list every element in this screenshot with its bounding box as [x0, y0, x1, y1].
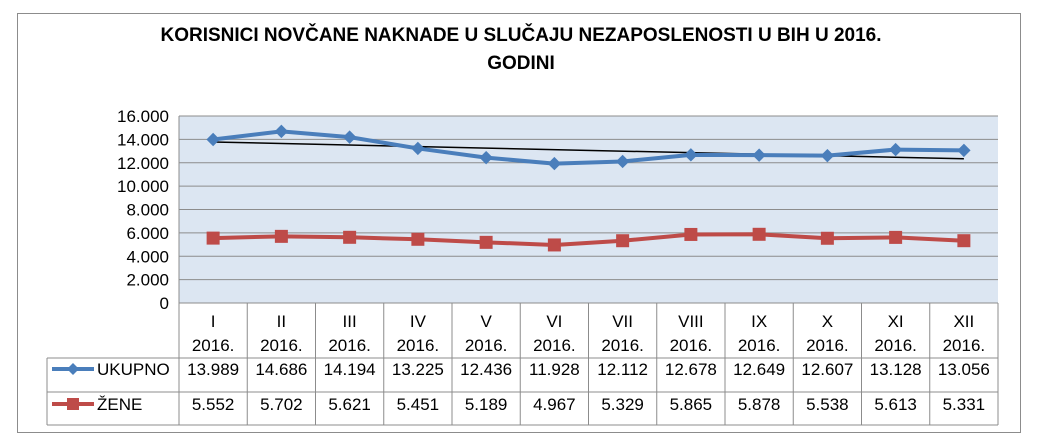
data-point [274, 229, 288, 243]
data-label: 5.451 [397, 395, 440, 414]
x-tick-year-label: 2016. [943, 336, 986, 355]
data-label: 12.649 [733, 360, 785, 379]
data-label: 5.865 [670, 395, 713, 414]
data-label: 14.194 [324, 360, 376, 379]
data-label: 12.607 [801, 360, 853, 379]
data-label: 13.056 [938, 360, 990, 379]
chart-title: KORISNICI NOVČANE NAKNADE U SLUČAJU NEZA… [0, 22, 1042, 78]
data-point [752, 227, 766, 241]
data-label: 5.329 [601, 395, 644, 414]
data-point [411, 232, 425, 246]
x-tick-label: I [211, 312, 216, 331]
x-tick-year-label: 2016. [806, 336, 849, 355]
legend-key-marker [67, 398, 79, 410]
data-point [206, 132, 220, 147]
data-point [547, 238, 561, 252]
data-point [479, 150, 493, 165]
data-point [411, 141, 425, 156]
x-tick-year-label: 2016. [601, 336, 644, 355]
data-label: 5.331 [943, 395, 986, 414]
x-tick-year-label: 2016. [670, 336, 713, 355]
data-point [684, 227, 698, 241]
data-label: 13.225 [392, 360, 444, 379]
chart-title-line2: GODINI [487, 53, 555, 74]
x-tick-label: VI [546, 312, 562, 331]
data-label: 13.128 [870, 360, 922, 379]
x-tick-year-label: 2016. [874, 336, 917, 355]
data-label: 5.189 [465, 395, 508, 414]
x-tick-label: IX [751, 312, 767, 331]
data-point [547, 156, 562, 171]
y-tick-label: 2.000 [126, 271, 169, 290]
y-tick-label: 12.000 [117, 154, 169, 173]
x-tick-label: VIII [678, 312, 704, 331]
data-point [752, 148, 766, 162]
legend-key-marker [67, 363, 79, 375]
data-label: 4.967 [533, 395, 576, 414]
x-tick-label: III [343, 312, 357, 331]
data-label: 5.878 [738, 395, 781, 414]
chart-title-line1: KORISNICI NOVČANE NAKNADE U SLUČAJU NEZA… [160, 25, 882, 46]
x-tick-label: IV [410, 312, 427, 331]
data-point [957, 143, 971, 158]
series-line-žene [213, 232, 964, 247]
data-point [343, 230, 357, 244]
data-label: 5.621 [328, 395, 371, 414]
y-tick-label: 14.000 [117, 130, 169, 149]
data-label: 14.686 [255, 360, 307, 379]
series-line-ukupno [212, 129, 964, 166]
data-label: 11.928 [529, 360, 580, 379]
y-tick-label: 8.000 [126, 201, 169, 220]
x-tick-year-label: 2016. [192, 336, 235, 355]
data-point [820, 231, 834, 245]
data-point [616, 234, 630, 248]
data-label: 12.678 [665, 360, 717, 379]
data-point [889, 230, 903, 244]
y-tick-label: 16.000 [117, 107, 169, 126]
data-point [274, 124, 289, 139]
data-label: 5.702 [260, 395, 303, 414]
data-point [684, 148, 698, 162]
data-label: 12.112 [597, 360, 648, 379]
data-point [820, 148, 835, 163]
y-tick-label: 6.000 [126, 224, 169, 243]
data-point [479, 235, 493, 249]
data-label: 5.538 [806, 395, 849, 414]
x-tick-label: VII [612, 312, 633, 331]
data-point [957, 234, 971, 248]
x-tick-year-label: 2016. [465, 336, 508, 355]
y-tick-label: 4.000 [126, 247, 169, 266]
data-point [342, 130, 357, 144]
x-tick-year-label: 2016. [738, 336, 781, 355]
data-label: 13.989 [187, 360, 239, 379]
data-point [888, 142, 903, 157]
data-label: 5.613 [874, 395, 917, 414]
data-label: 5.552 [192, 395, 235, 414]
x-tick-label: X [822, 312, 833, 331]
x-tick-year-label: 2016. [328, 336, 371, 355]
y-tick-label: 10.000 [117, 177, 169, 196]
x-tick-label: XI [888, 312, 904, 331]
legend-label: UKUPNO [97, 360, 170, 379]
x-tick-label: II [277, 312, 286, 331]
x-tick-year-label: 2016. [260, 336, 303, 355]
x-tick-year-label: 2016. [397, 336, 440, 355]
data-point [206, 231, 220, 245]
x-tick-label: V [480, 312, 492, 331]
x-tick-year-label: 2016. [533, 336, 576, 355]
x-tick-label: XII [953, 312, 974, 331]
y-tick-label: 0 [160, 294, 169, 313]
data-label: 12.436 [460, 360, 512, 379]
legend-label: ŽENE [97, 395, 142, 414]
data-point [615, 154, 630, 169]
